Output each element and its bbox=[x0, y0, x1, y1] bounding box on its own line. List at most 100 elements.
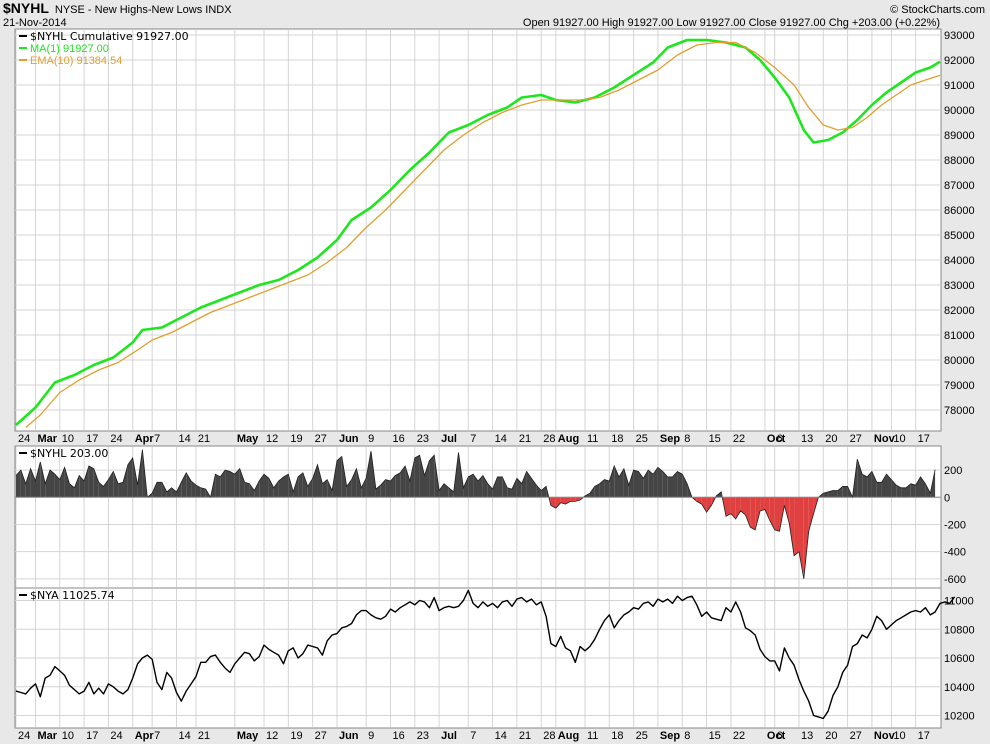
x-tick-label: 18 bbox=[611, 433, 623, 445]
nyhl-area-positive bbox=[653, 467, 658, 498]
x-tick-label: 9 bbox=[368, 730, 374, 742]
nyhl-area-negative bbox=[808, 497, 814, 532]
x-tick-label: Oct bbox=[767, 433, 786, 445]
nya-series bbox=[15, 589, 956, 720]
nyhl-area-positive bbox=[594, 483, 600, 498]
nyhl-area-positive bbox=[910, 483, 916, 498]
price-y-tick-label: 93000 bbox=[944, 30, 975, 42]
nyhl-area-positive bbox=[463, 476, 469, 498]
x-tick-label: 28 bbox=[543, 730, 555, 742]
nyhl-area-positive bbox=[337, 456, 342, 498]
nyhl-area-positive bbox=[604, 479, 610, 498]
nyhl-area-positive bbox=[623, 468, 629, 498]
nyhl-area-negative bbox=[745, 497, 751, 528]
nyhl-area-positive bbox=[98, 482, 104, 498]
x-tick-label: Jul bbox=[441, 433, 457, 445]
nyhl-area-negative bbox=[789, 497, 795, 556]
nyhl-area-positive bbox=[293, 476, 299, 498]
x-tick-label: 28 bbox=[543, 433, 555, 445]
x-tick-label: 10 bbox=[62, 433, 74, 445]
x-tick-label: May bbox=[237, 433, 259, 445]
price-y-tick-label: 86000 bbox=[944, 205, 975, 217]
nyhl-area-positive bbox=[667, 476, 673, 498]
nyhl-area-positive bbox=[531, 478, 537, 498]
x-tick-label: Nov bbox=[874, 730, 896, 742]
nyhl-area-positive bbox=[672, 471, 678, 498]
nyhl-area-positive bbox=[516, 478, 522, 498]
x-tick-label: 21 bbox=[198, 730, 210, 742]
nyhl-area-positive bbox=[648, 470, 654, 498]
nyhl-area-positive bbox=[619, 468, 624, 498]
nyhl-y-tick-label: -400 bbox=[944, 547, 966, 559]
nyhl-area-positive bbox=[871, 471, 877, 498]
nyhl-area-positive bbox=[195, 485, 201, 498]
nyhl-area-positive bbox=[50, 470, 55, 498]
nyhl-area-positive bbox=[881, 474, 887, 498]
nyhl-area-positive bbox=[45, 470, 50, 498]
legend-entry: $NYHL 203.00 bbox=[30, 447, 108, 460]
nyhl-area-positive bbox=[268, 478, 274, 498]
nyhl-area-positive bbox=[857, 459, 863, 498]
price-y-tick-label: 81000 bbox=[944, 330, 975, 342]
x-tick-label: 13 bbox=[801, 730, 813, 742]
nyhl-area-positive bbox=[628, 470, 634, 498]
legend-entry: EMA(10) 91384.54 bbox=[30, 55, 122, 67]
nyhl-area-positive bbox=[322, 479, 328, 498]
x-tick-label: Aug bbox=[558, 433, 579, 445]
x-tick-label: Aug bbox=[558, 730, 579, 742]
price-panel: 78000 79000 80000 81000 82000 83000 84000 85000… bbox=[14, 28, 975, 432]
nyhl-area-positive bbox=[677, 471, 683, 498]
nyhl-area-positive bbox=[30, 468, 36, 498]
legend-entry: MA(1) 91927.00 bbox=[30, 43, 109, 55]
nyhl-area-positive bbox=[385, 479, 391, 498]
nyhl-area-positive bbox=[16, 470, 21, 498]
x-tick-label: Sep bbox=[660, 433, 680, 445]
nyhl-area-negative bbox=[735, 497, 741, 519]
nya-y-tick-label: 10200 bbox=[944, 711, 975, 723]
nyhl-area-negative bbox=[774, 497, 780, 532]
nyhl-area-positive bbox=[497, 476, 503, 498]
nyhl-area-positive bbox=[327, 479, 333, 498]
nyhl-area-positive bbox=[346, 479, 352, 498]
nyhl-area-negative bbox=[730, 497, 736, 519]
nyhl-area-positive bbox=[862, 474, 868, 498]
nyhl-area-positive bbox=[482, 475, 488, 498]
nyhl-area-positive bbox=[901, 487, 906, 498]
nyhl-area-positive bbox=[448, 487, 454, 498]
nyhl-area-positive bbox=[200, 487, 206, 498]
x-tick-label: 12 bbox=[266, 730, 278, 742]
nyhl-area-positive bbox=[298, 472, 303, 498]
x-tick-label: 19 bbox=[290, 433, 302, 445]
x-tick-label: 16 bbox=[392, 730, 404, 742]
nyhl-area-positive bbox=[351, 468, 357, 498]
nyhl-area-positive bbox=[361, 478, 367, 498]
nyhl-area-positive bbox=[356, 468, 362, 498]
nyhl-area-positive bbox=[161, 482, 167, 498]
x-tick-label: 9 bbox=[368, 433, 374, 445]
nyhl-area-positive bbox=[283, 474, 289, 498]
x-tick-label: 10 bbox=[62, 730, 74, 742]
price-y-tick-label: 83000 bbox=[944, 280, 975, 292]
nyhl-panel: -600 -400 -200 0 200 $NYHL 203.00 bbox=[14, 445, 966, 589]
nyhl-area-positive bbox=[390, 475, 396, 498]
chart-symbol: $NYHL bbox=[3, 0, 49, 16]
x-tick-label: Mar bbox=[37, 730, 57, 742]
nya-panel: 10200 10400 10600 10800 11000 $NYA 11025.74 bbox=[14, 587, 975, 729]
nyhl-area-positive bbox=[609, 466, 615, 498]
x-tick-label: 12 bbox=[266, 433, 278, 445]
nyhl-area-negative bbox=[696, 497, 702, 505]
nyhl-area-negative bbox=[726, 497, 731, 517]
nyhl-area-negative bbox=[565, 497, 571, 505]
nyhl-area-positive bbox=[230, 471, 235, 498]
nyhl-area-positive bbox=[59, 467, 65, 498]
nyhl-area-positive bbox=[191, 481, 196, 498]
nyhl-area-positive bbox=[20, 470, 26, 498]
x-tick-label: Jun bbox=[339, 730, 359, 742]
nyhl-area-positive bbox=[502, 476, 508, 498]
nyhl-area-positive bbox=[833, 490, 838, 498]
x-tick-label: 24 bbox=[18, 433, 30, 445]
x-tick-label: May bbox=[237, 730, 259, 742]
ma-line bbox=[15, 38, 941, 426]
nyhl-area-positive bbox=[526, 471, 532, 498]
